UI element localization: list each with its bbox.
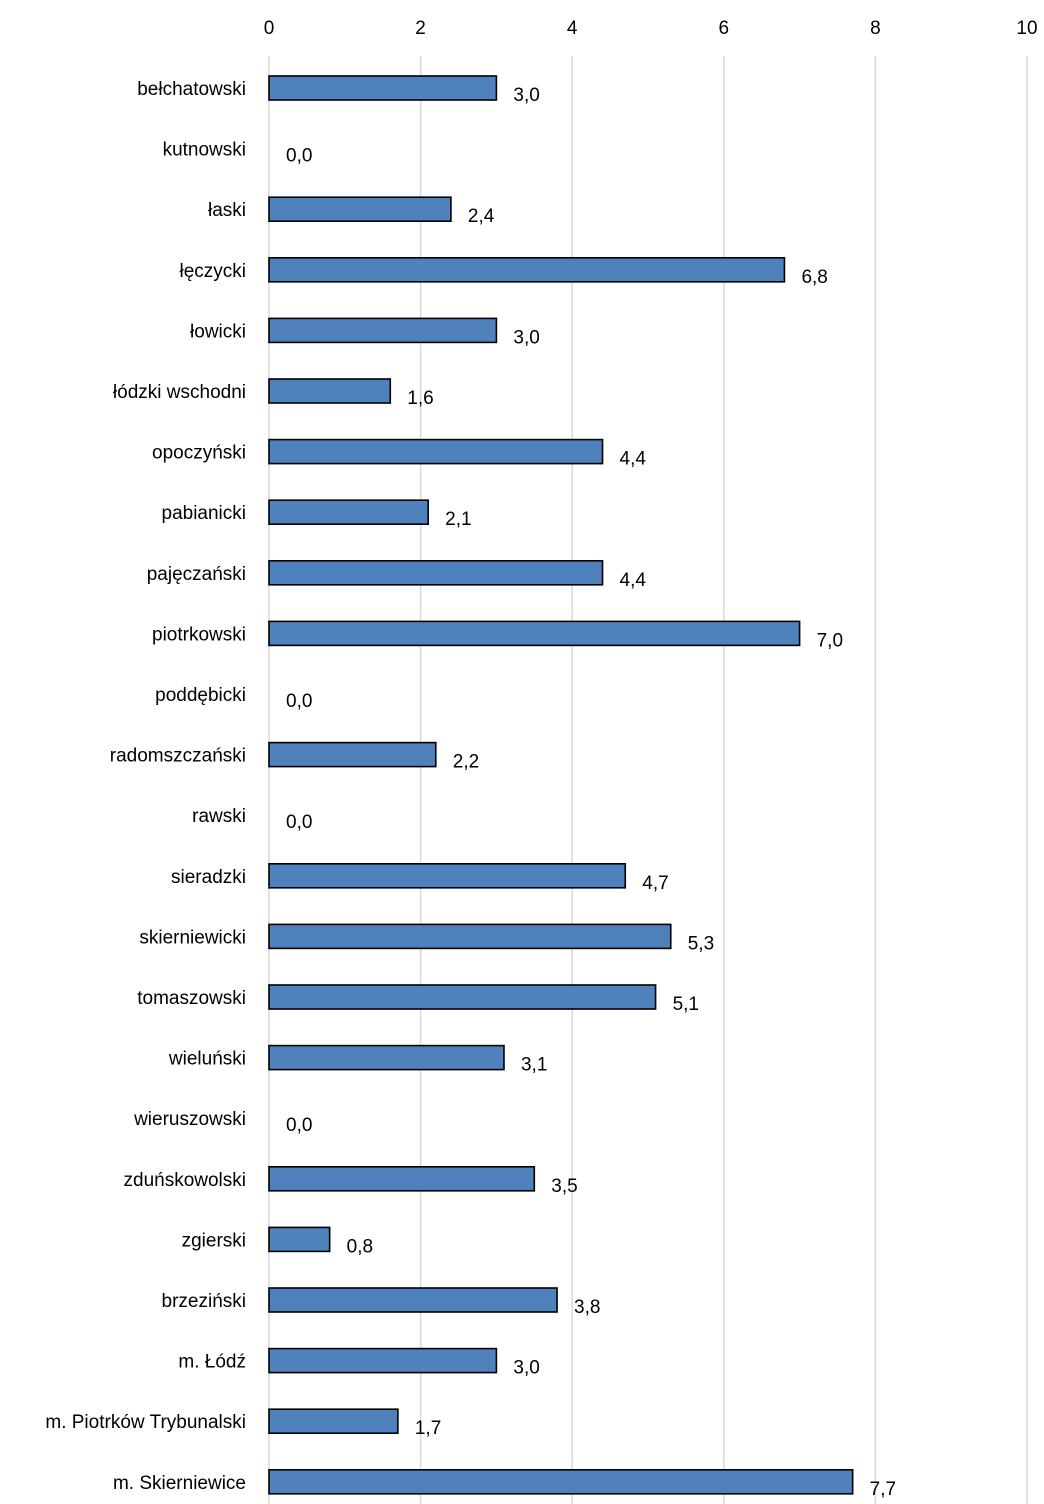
bar [268, 1044, 505, 1071]
bar [268, 256, 786, 283]
data-label: 5,3 [688, 933, 714, 954]
data-label: 5,1 [673, 994, 699, 1015]
bar [268, 196, 452, 222]
category-label: wieruszowski [133, 1109, 246, 1130]
data-label: 0,0 [286, 812, 312, 833]
data-label: 0,0 [286, 146, 312, 167]
x-tick-label: 0 [264, 18, 275, 39]
category-label: wieluński [168, 1049, 246, 1070]
bar [268, 317, 498, 344]
bar [268, 741, 437, 768]
category-label: skierniewicki [139, 927, 246, 948]
bar [268, 1287, 558, 1313]
category-label: bełchatowski [137, 79, 246, 100]
category-label: brzeziński [162, 1291, 246, 1312]
category-label: łęczycki [179, 261, 246, 282]
bar [268, 1226, 331, 1253]
bar [268, 1166, 536, 1192]
data-label: 7,0 [817, 630, 843, 651]
data-label: 3,5 [551, 1176, 577, 1197]
x-tick-label: 2 [415, 18, 426, 39]
category-label: m. Skierniewice [113, 1473, 246, 1494]
category-label: poddębicki [155, 685, 246, 706]
data-label: 3,8 [574, 1297, 600, 1318]
data-label: 2,2 [453, 752, 479, 773]
data-label: 7,7 [870, 1479, 896, 1500]
bar [268, 923, 672, 950]
bar [268, 378, 392, 404]
category-label: piotrkowski [152, 624, 246, 645]
gridlines [268, 56, 1028, 1504]
category-label: łaski [208, 200, 246, 221]
data-label: 3,0 [513, 85, 539, 106]
x-tick-label: 4 [567, 18, 578, 39]
data-label: 3,0 [513, 1358, 539, 1379]
bar [268, 984, 657, 1010]
data-label: 3,0 [513, 327, 539, 348]
x-tick-label: 6 [719, 18, 730, 39]
data-label: 1,7 [415, 1418, 441, 1439]
category-label: m. Łódź [178, 1352, 246, 1373]
bar [268, 559, 604, 586]
category-label: opoczyński [152, 443, 246, 464]
bar [268, 862, 627, 889]
data-label: 4,4 [620, 570, 647, 591]
category-label: m. Piotrków Trybunalski [45, 1412, 246, 1433]
x-tick-label: 8 [870, 18, 881, 39]
category-label: pabianicki [162, 503, 247, 524]
data-label: 3,1 [521, 1055, 547, 1076]
data-label: 0,0 [286, 691, 312, 712]
category-label: sieradzki [171, 867, 246, 888]
bar [268, 499, 429, 526]
category-label: zgierski [182, 1230, 246, 1251]
data-label: 6,8 [801, 267, 827, 288]
x-tick-label: 10 [1016, 18, 1037, 39]
bar [268, 620, 801, 647]
category-label: radomszczański [110, 746, 246, 767]
category-labels: bełchatowski kutnowski łaski łęczycki łowick… [45, 79, 246, 1494]
data-label: 4,7 [642, 873, 668, 894]
data-label: 4,4 [620, 449, 647, 470]
bar [268, 1347, 498, 1374]
data-label: 1,6 [407, 388, 433, 409]
data-label: 2,1 [445, 509, 471, 530]
category-label: kutnowski [163, 140, 246, 161]
data-label: 0,0 [286, 1115, 312, 1136]
bar [268, 438, 604, 465]
data-label: 0,8 [347, 1236, 373, 1257]
category-label: zduńskowolski [124, 1170, 247, 1191]
category-label: pajęczański [147, 564, 246, 585]
category-label: rawski [192, 806, 246, 827]
category-label: łódzki wschodni [113, 382, 246, 403]
bar [268, 1469, 854, 1495]
x-axis-tick-labels: 0 2 4 6 8 10 [264, 18, 1038, 39]
bar [268, 75, 498, 101]
category-label: tomaszowski [137, 988, 246, 1009]
bar [268, 1408, 399, 1434]
category-label: łowicki [190, 321, 246, 342]
data-labels: 3,0 0,0 2,4 6,8 3,0 1,6 4,4 2,1 4,4 7,0 0,0 2,2 0,0 4… [286, 85, 896, 1500]
bars [268, 75, 854, 1495]
data-label: 2,4 [468, 206, 495, 227]
